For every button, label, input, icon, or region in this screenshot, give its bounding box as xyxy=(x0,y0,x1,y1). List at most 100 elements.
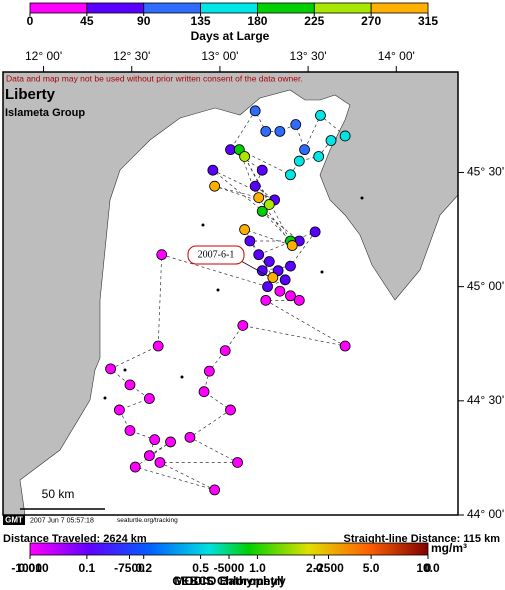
start-label-box xyxy=(187,245,245,265)
location-point xyxy=(239,151,251,162)
location-point xyxy=(209,180,221,192)
bathy-title: GEBCO Bathymetry xyxy=(172,574,286,588)
generated: 12° 00' 12° 30' 13° 00' 13° 30' 14° 00' 45° 3… xyxy=(11,49,504,575)
location-point xyxy=(293,294,305,306)
bathy-label: 0 xyxy=(425,561,432,575)
chl-title: MODIS Chlorophyll xyxy=(174,574,283,588)
chl-label: 0.01 xyxy=(18,561,42,575)
location-point xyxy=(124,425,136,436)
chl-label: 0.1 xyxy=(79,561,96,575)
location-point xyxy=(143,450,155,462)
location-point xyxy=(113,404,125,416)
location-point xyxy=(285,169,296,181)
chl-label: 10.0 xyxy=(416,561,440,575)
straight-line-distance: Straight-line Distance: 115 km xyxy=(344,533,501,545)
colorbar-segment xyxy=(313,2,372,14)
bathy-label: -10000 xyxy=(11,561,49,575)
gmt-logo: GMT xyxy=(5,516,23,525)
location-point xyxy=(267,272,279,283)
location-point xyxy=(244,235,256,247)
location-point xyxy=(207,164,219,176)
colorbar-segment xyxy=(257,2,315,14)
colorbar-segment xyxy=(86,2,145,14)
location-point xyxy=(237,320,249,331)
map-area xyxy=(3,72,458,515)
location-point xyxy=(286,240,298,251)
colorbar-segment xyxy=(370,2,429,14)
turtle-name: Liberty xyxy=(5,86,56,103)
location-point xyxy=(249,180,261,192)
location-point xyxy=(325,135,337,146)
location-point xyxy=(339,340,351,352)
location-point xyxy=(225,404,236,416)
location-point xyxy=(203,365,215,377)
colorbar-segment xyxy=(29,2,88,14)
location-point xyxy=(262,281,273,293)
location-point xyxy=(129,461,141,473)
start-label: 2007-6-1 xyxy=(198,249,235,260)
tick-label: 135 xyxy=(191,14,211,28)
tick-label: 45 xyxy=(80,14,94,28)
tick-label: 225 xyxy=(304,14,324,28)
chl-label: 0.5 xyxy=(192,561,209,575)
location-point xyxy=(239,224,251,235)
location-point xyxy=(124,379,136,391)
location-point xyxy=(263,199,275,210)
location-point xyxy=(209,484,221,496)
location-point xyxy=(263,256,275,267)
chl-colorbar xyxy=(29,542,429,556)
location-point xyxy=(143,393,155,404)
location-point xyxy=(253,192,265,203)
location-point xyxy=(256,265,268,277)
location-point xyxy=(219,345,231,356)
lon-label: 13° 30' xyxy=(290,49,327,63)
location-point xyxy=(253,249,265,261)
sea xyxy=(19,89,458,515)
chl-label: 5.0 xyxy=(363,561,380,575)
location-point xyxy=(309,226,321,238)
colorbar-segment xyxy=(200,2,258,14)
location-point xyxy=(152,340,164,352)
chl-label: 1.0 xyxy=(249,561,266,575)
location-point xyxy=(154,457,166,468)
location-point xyxy=(232,457,243,468)
tick-label: 90 xyxy=(137,14,151,28)
tick-label: 0 xyxy=(27,14,34,28)
bathy-label: -5000 xyxy=(214,561,245,575)
gmt-logo-box xyxy=(3,515,25,525)
colorbar-title: Days at Large xyxy=(191,29,270,43)
location-point xyxy=(299,144,310,156)
location-point xyxy=(285,260,296,272)
location-point xyxy=(249,105,261,117)
tick-label: 180 xyxy=(247,14,267,28)
location-point xyxy=(274,125,286,137)
location-point xyxy=(256,205,268,217)
location-point xyxy=(256,164,268,176)
location-point xyxy=(184,431,196,443)
track xyxy=(105,105,351,496)
location-point xyxy=(293,155,305,167)
location-point xyxy=(285,290,296,302)
location-point xyxy=(165,436,176,448)
tick-label: 270 xyxy=(361,14,381,28)
location-point xyxy=(290,119,302,130)
lon-label: 14° 00' xyxy=(378,49,415,63)
group-name: Islameta Group xyxy=(5,107,85,119)
days-colorbar: 0 45 90 135 180 225 270 315 xyxy=(27,2,438,28)
chl-label: 0.2 xyxy=(135,561,152,575)
lat-label: 45° 30' xyxy=(467,165,504,179)
colorbar-segment xyxy=(143,2,201,14)
chl-unit: mg/m³ xyxy=(431,541,467,555)
notice: Data and map may not be used without pri… xyxy=(6,73,303,83)
lat-label: 44° 30' xyxy=(467,393,504,407)
distance-traveled: Distance Traveled: 2624 km xyxy=(3,533,147,545)
location-point xyxy=(260,294,272,306)
bathy-label: -2500 xyxy=(313,561,344,575)
lon-label: 13° 00' xyxy=(201,49,238,63)
cities xyxy=(103,196,364,400)
scale-label: 50 km xyxy=(42,487,75,501)
location-point xyxy=(313,151,325,162)
location-point xyxy=(198,386,210,398)
location-point xyxy=(105,363,116,375)
